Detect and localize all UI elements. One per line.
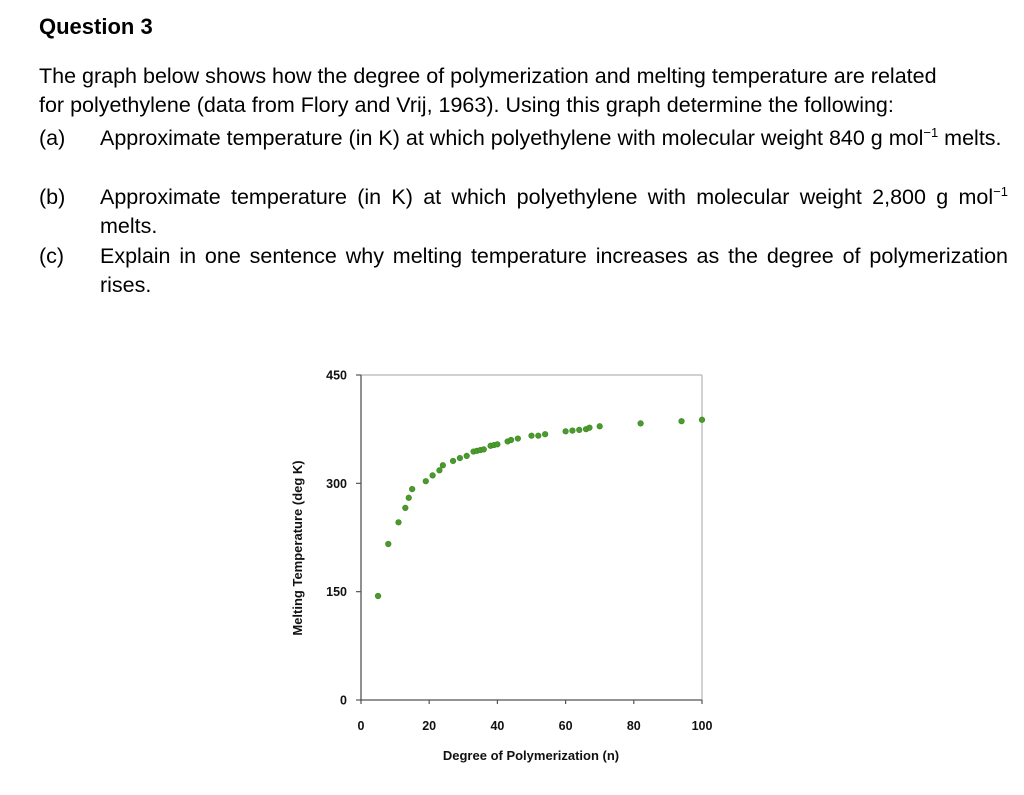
data-point	[456, 454, 463, 462]
y-tick-label: 450	[326, 369, 347, 383]
data-point	[576, 426, 583, 433]
data-point	[528, 432, 535, 439]
x-tick-label: 40	[490, 719, 504, 733]
data-point	[678, 418, 685, 425]
intro-line-2: for polyethylene (data from Flory and Vr…	[39, 93, 894, 117]
chart-canvas: 0 20 40 60 80 100 0 150 300 450 Degree of Polymer…	[290, 369, 712, 764]
data-point	[698, 416, 706, 423]
x-tick-label: 20	[422, 719, 436, 733]
x-tick-label: 60	[559, 719, 573, 733]
data-point	[463, 452, 470, 459]
data-point	[449, 457, 457, 465]
data-point	[596, 423, 603, 430]
item-text: Explain in one sentence why melting temp…	[100, 244, 1008, 297]
y-tick-label: 300	[326, 477, 347, 491]
item-label: (b)	[39, 185, 66, 209]
data-point	[405, 494, 412, 501]
data-point	[374, 592, 382, 600]
data-point	[494, 441, 501, 448]
question-intro: The graph below shows how the degree of …	[39, 62, 1014, 120]
item-text: Approximate temperature (in K) at which …	[100, 124, 1002, 150]
x-axis-label: Degree of Polymerization (n)	[443, 748, 619, 763]
data-point	[586, 424, 593, 431]
x-tick-label: 0	[358, 719, 365, 733]
data-point	[422, 478, 429, 485]
axis-ticks: 0 20 40 60 80 100 0 150 300 450	[326, 369, 712, 734]
intro-line-1: The graph below shows how the degree of …	[39, 64, 937, 88]
data-point	[409, 486, 416, 493]
data-point	[436, 467, 443, 474]
y-tick-label: 0	[340, 694, 347, 708]
data-point	[637, 420, 644, 427]
data-point	[562, 428, 569, 435]
data-points	[374, 416, 706, 600]
data-point	[542, 431, 549, 438]
data-point	[569, 427, 576, 434]
y-axis-label: Melting Temperature (deg K)	[290, 460, 305, 635]
y-tick-label: 150	[326, 585, 347, 599]
data-point	[535, 432, 542, 439]
item-text: Approximate temperature (in K) at which …	[100, 183, 1008, 238]
question-title: Question 3	[39, 14, 153, 39]
plot-frame	[360, 374, 703, 701]
data-point	[439, 462, 446, 469]
scatter-chart: 0 20 40 60 80 100 0 150 300 450 Degree of Polymer…	[280, 360, 730, 780]
data-point	[385, 540, 392, 548]
x-tick-label: 100	[692, 719, 713, 733]
data-point	[480, 446, 487, 453]
data-point	[429, 472, 436, 479]
data-point	[514, 435, 521, 442]
data-point	[402, 504, 409, 511]
item-label: (a)	[39, 126, 66, 150]
data-point	[507, 436, 515, 444]
x-tick-label: 80	[627, 719, 641, 733]
data-point	[395, 519, 402, 526]
item-label: (c)	[39, 244, 65, 268]
